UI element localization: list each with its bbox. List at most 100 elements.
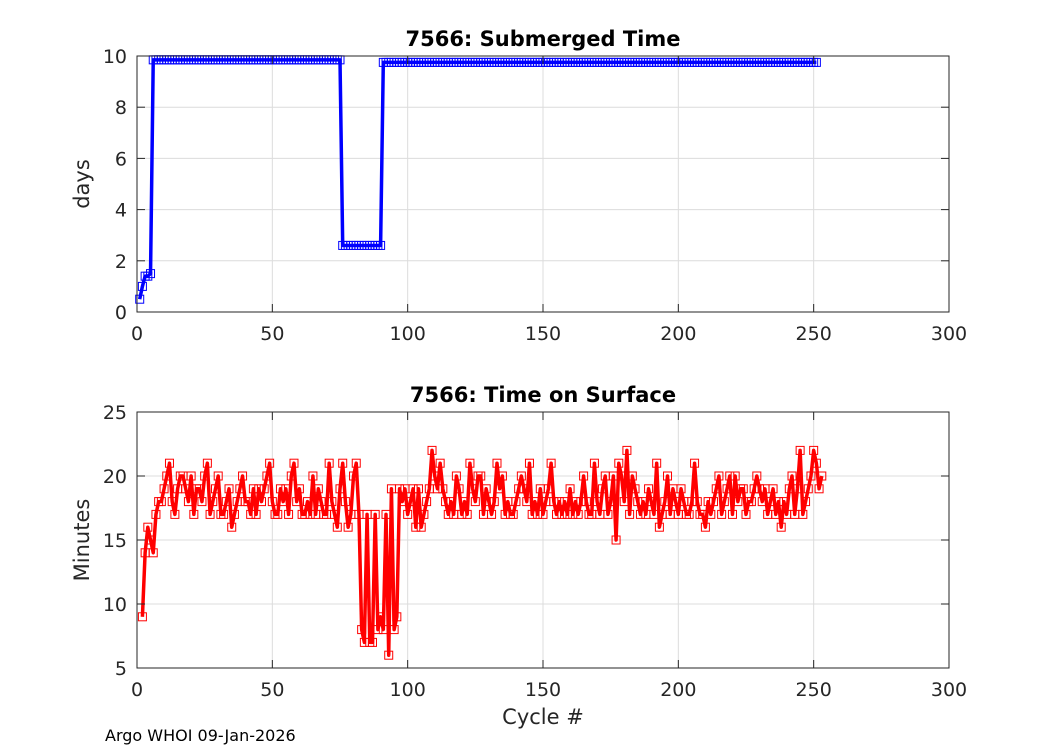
y-tick-label: 20 [103,466,127,488]
data-point [143,271,153,281]
data-point [143,522,153,532]
data-point [370,509,380,519]
data-point [776,522,786,532]
data-point [316,497,326,507]
data-point [202,458,212,468]
data-point [798,509,808,519]
data-point [809,445,819,455]
data-point [167,497,177,507]
data-point [454,484,464,494]
data-point [811,57,821,67]
data-point [246,509,256,519]
data-point [259,484,269,494]
data-point [146,269,156,279]
x-tick-label: 300 [931,679,967,701]
data-point [419,509,429,519]
data-point [749,484,759,494]
data-point [752,471,762,481]
data-point [592,497,602,507]
data-point [384,650,394,660]
data-point [197,497,207,507]
data-point [627,471,637,481]
footer-credit: Argo WHOI 09-Jan-2026 [105,726,296,745]
data-point [663,471,673,481]
data-point [213,471,223,481]
data-point [411,522,421,532]
data-point [289,458,299,468]
data-point [181,484,191,494]
data-point [194,484,204,494]
data-point [164,458,174,468]
data-point [403,509,413,519]
data-point [389,625,399,635]
data-point [305,509,315,519]
data-point [219,509,229,519]
data-point [251,509,261,519]
data-point [227,522,237,532]
data-point [137,612,147,622]
data-point [489,497,499,507]
data-point [787,471,797,481]
data-point [205,509,215,519]
data-point [660,497,670,507]
data-point [652,458,662,468]
x-tick-label: 50 [260,679,284,701]
data-point [706,509,716,519]
data-point [519,484,529,494]
data-point [332,522,342,532]
grid [137,56,949,312]
y-tick-label: 8 [115,97,127,119]
data-point [340,497,350,507]
data-point [338,458,348,468]
data-point [730,471,740,481]
data-point [465,458,475,468]
data-point [527,509,537,519]
data-point [221,497,231,507]
data-point [476,471,486,481]
data-point [395,484,405,494]
data-point [373,625,383,635]
data-point [611,535,621,545]
data-point [303,497,313,507]
data-point [457,509,467,519]
data-point [546,458,556,468]
chart-title: 7566: Time on Surface [410,383,676,407]
data-point [711,484,721,494]
data-point [733,497,743,507]
data-point [313,484,323,494]
data-point [267,497,277,507]
x-tick-label: 100 [390,323,426,345]
data-point [462,509,472,519]
data-point [238,471,248,481]
data-point [156,497,166,507]
y-tick-label: 5 [115,658,127,680]
data-point [151,509,161,519]
data-point [135,294,145,304]
data-point [148,548,158,558]
data-point [654,522,664,532]
x-tick-label: 0 [131,323,143,345]
data-point [625,509,635,519]
data-point [722,484,732,494]
data-point [806,471,816,481]
data-point [533,509,543,519]
y-tick-label: 6 [115,148,127,170]
data-point [292,497,302,507]
data-point [446,497,456,507]
data-point [576,497,586,507]
y-tick-label: 10 [103,594,127,616]
data-point [690,458,700,468]
data-point [714,471,724,481]
ticks: 0 50 100 150 200 250 300 5 10 15 20 25 [103,402,967,701]
data-point [811,458,821,468]
data-point [159,484,169,494]
data-point [619,497,629,507]
data-point [779,497,789,507]
data-point [308,471,318,481]
data-point [487,509,497,519]
data-point [294,484,304,494]
chart-title: 7566: Submerged Time [405,27,680,51]
data-point [441,497,451,507]
data-point [200,471,210,481]
data-point [530,497,540,507]
